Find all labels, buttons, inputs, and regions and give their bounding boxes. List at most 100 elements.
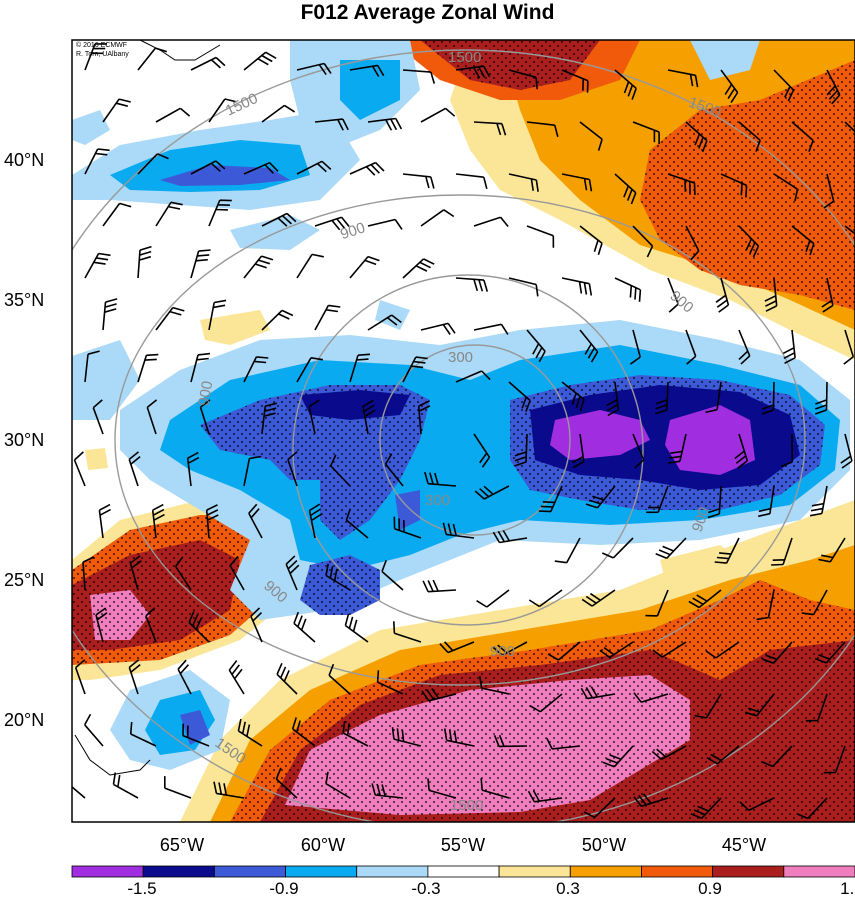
wind-barb xyxy=(756,589,775,621)
wind-barb xyxy=(164,776,192,799)
wind-barb xyxy=(796,797,828,820)
wind-barb xyxy=(734,433,749,469)
colorbar-swatch xyxy=(213,865,286,878)
wind-barb xyxy=(526,225,555,248)
wind-barb xyxy=(652,641,687,658)
contour-label: 300 xyxy=(425,492,450,509)
contour-label: 300 xyxy=(448,349,473,366)
wind-barb xyxy=(391,727,422,747)
wind-barb xyxy=(314,216,350,231)
wind-barb xyxy=(646,485,669,514)
wind-barb xyxy=(381,560,404,591)
wind-barb xyxy=(349,255,380,279)
colorbar-swatch xyxy=(569,865,642,878)
wind-barb xyxy=(208,199,232,227)
wind-barb xyxy=(561,381,585,412)
wind-barb xyxy=(402,258,435,279)
wind-barb xyxy=(685,121,708,153)
wind-barb xyxy=(526,329,546,363)
wind-barb xyxy=(84,43,107,71)
shaded-field xyxy=(72,40,855,822)
wind-barb xyxy=(402,356,428,383)
wind-barb xyxy=(205,504,219,539)
wind-barb xyxy=(384,453,404,487)
wind-barb xyxy=(818,537,846,563)
wind-barb xyxy=(402,173,435,189)
wind-barb xyxy=(645,589,669,617)
wind-barb xyxy=(561,69,589,93)
wind-barb xyxy=(508,277,539,297)
wind-barb xyxy=(580,686,616,700)
wind-barb xyxy=(151,503,165,539)
wind-barb xyxy=(492,641,528,657)
wind-barb xyxy=(843,329,855,365)
wind-barb xyxy=(177,659,192,695)
colorbar-swatch xyxy=(427,865,500,878)
wind-barb xyxy=(325,771,351,799)
colorbar-tick-label: 0.9 xyxy=(698,879,722,898)
wind-barb xyxy=(155,306,185,331)
wind-barb xyxy=(583,797,616,819)
lon-label-55w: 55°W xyxy=(440,835,486,855)
wind-barb xyxy=(527,790,563,803)
wind-barb xyxy=(455,277,489,292)
wind-barb xyxy=(761,381,775,415)
wind-barb xyxy=(547,641,581,661)
wind-barb xyxy=(629,329,641,365)
wind-barb xyxy=(715,277,730,313)
wind-barb xyxy=(508,69,538,90)
wind-barb xyxy=(84,252,111,279)
contour-label: 900 xyxy=(195,380,216,408)
wind-barb xyxy=(243,51,277,71)
wind-barb xyxy=(690,797,722,820)
wind-barb xyxy=(844,121,855,133)
wind-barb xyxy=(667,433,687,464)
wind-barb xyxy=(780,433,794,468)
wind-barb xyxy=(614,173,637,205)
wind-barb xyxy=(186,451,200,487)
wind-barb xyxy=(706,745,740,765)
wind-barb xyxy=(739,797,775,812)
wind-barb xyxy=(606,381,620,417)
wind-barb xyxy=(758,485,775,518)
wind-barb xyxy=(479,676,510,695)
wind-barb xyxy=(325,563,351,591)
wind-barb xyxy=(188,611,210,643)
colorbar-tick-label: -0.9 xyxy=(269,879,299,898)
wind-barb xyxy=(508,173,539,192)
wind-barb xyxy=(421,688,457,702)
lat-label-35n: 35°N xyxy=(4,290,45,310)
wind-barb xyxy=(554,537,581,564)
wind-barb xyxy=(83,713,104,747)
map-title: F012 Average Zonal Wind xyxy=(300,1,555,24)
wind-barb xyxy=(74,659,86,695)
colorbar xyxy=(71,865,855,878)
wind-barb xyxy=(455,173,488,190)
wind-barb xyxy=(84,350,100,383)
wind-barb xyxy=(128,451,141,487)
wind-barb xyxy=(823,173,835,209)
map-frame xyxy=(71,39,855,823)
wind-barb xyxy=(809,485,828,517)
wind-barb xyxy=(102,298,118,331)
wind-barb xyxy=(561,277,593,296)
colorbar-tick-label: 1.5 xyxy=(840,879,855,898)
wind-barb xyxy=(329,454,351,487)
wind-barb xyxy=(349,353,371,383)
contour-300 xyxy=(292,274,644,626)
wind-barb xyxy=(420,107,456,123)
wind-barb xyxy=(314,304,341,331)
lat-label-25n: 25°N xyxy=(4,570,45,590)
wind-barb xyxy=(371,783,404,799)
colorbar-swatch xyxy=(712,865,785,878)
wind-barb xyxy=(342,721,369,747)
lat-label-30n: 30°N xyxy=(4,430,45,450)
wind-barb xyxy=(581,589,616,607)
wind-barb xyxy=(720,173,748,198)
wind-barb xyxy=(801,589,828,616)
wind-barb xyxy=(362,399,376,435)
wind-barb xyxy=(261,309,294,331)
wind-barb xyxy=(705,641,740,659)
wind-barb xyxy=(129,555,142,591)
wind-barb xyxy=(261,104,296,123)
